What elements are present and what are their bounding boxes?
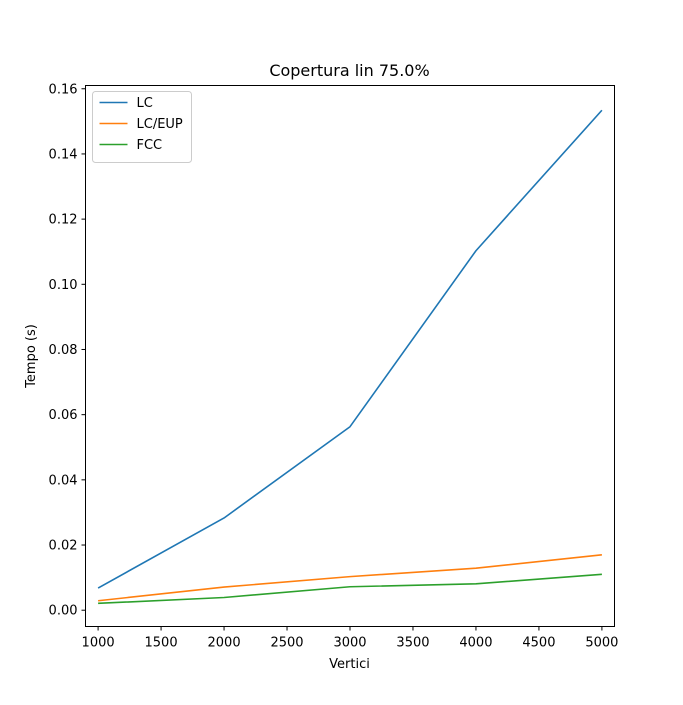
plot-lines — [97, 109, 603, 605]
chart-title: Copertura lin 75.0% — [269, 61, 429, 80]
y-tick-label: 0.04 — [49, 473, 78, 488]
x-tick-label: 4500 — [522, 636, 555, 651]
x-tick-label: 1500 — [145, 636, 178, 651]
x-axis: 1000 1500 2000 2500 3000 3500 4000 4500 5000 — [82, 626, 618, 651]
x-axis-label: Vertici — [329, 657, 370, 672]
y-tick-label: 0.12 — [49, 213, 78, 228]
y-tick-label: 0.16 — [49, 82, 78, 97]
y-tick-label: 0.02 — [49, 539, 78, 554]
x-tick-label: 1000 — [82, 636, 115, 651]
y-axis-label: Tempo (s) — [24, 324, 39, 389]
y-tick-label: 0.06 — [49, 408, 78, 423]
x-tick-label: 3000 — [333, 636, 366, 651]
x-tick-label: 3500 — [396, 636, 429, 651]
legend-label-fcc: FCC — [137, 138, 163, 153]
x-tick-label: 5000 — [585, 636, 618, 651]
series-line-lc — [97, 109, 603, 589]
legend-label-lc: LC — [137, 96, 153, 111]
x-tick-label: 4000 — [459, 636, 492, 651]
x-tick-label: 2000 — [208, 636, 241, 651]
legend-label-lc-eup: LC/EUP — [137, 117, 183, 132]
y-axis: 0.00 0.02 0.04 0.06 0.08 0.10 0.12 0.14 0.16 — [49, 82, 86, 619]
series-line-lc-eup — [98, 554, 602, 602]
y-tick-label: 0.10 — [49, 278, 78, 293]
x-tick-label: 2500 — [270, 636, 303, 651]
y-tick-label: 0.00 — [49, 604, 78, 619]
plot-frame — [85, 85, 615, 627]
legend: LC LC/EUP FCC — [92, 91, 192, 163]
series-line-fcc — [98, 573, 602, 605]
y-tick-label: 0.14 — [49, 147, 78, 162]
y-tick-label: 0.08 — [49, 343, 78, 358]
